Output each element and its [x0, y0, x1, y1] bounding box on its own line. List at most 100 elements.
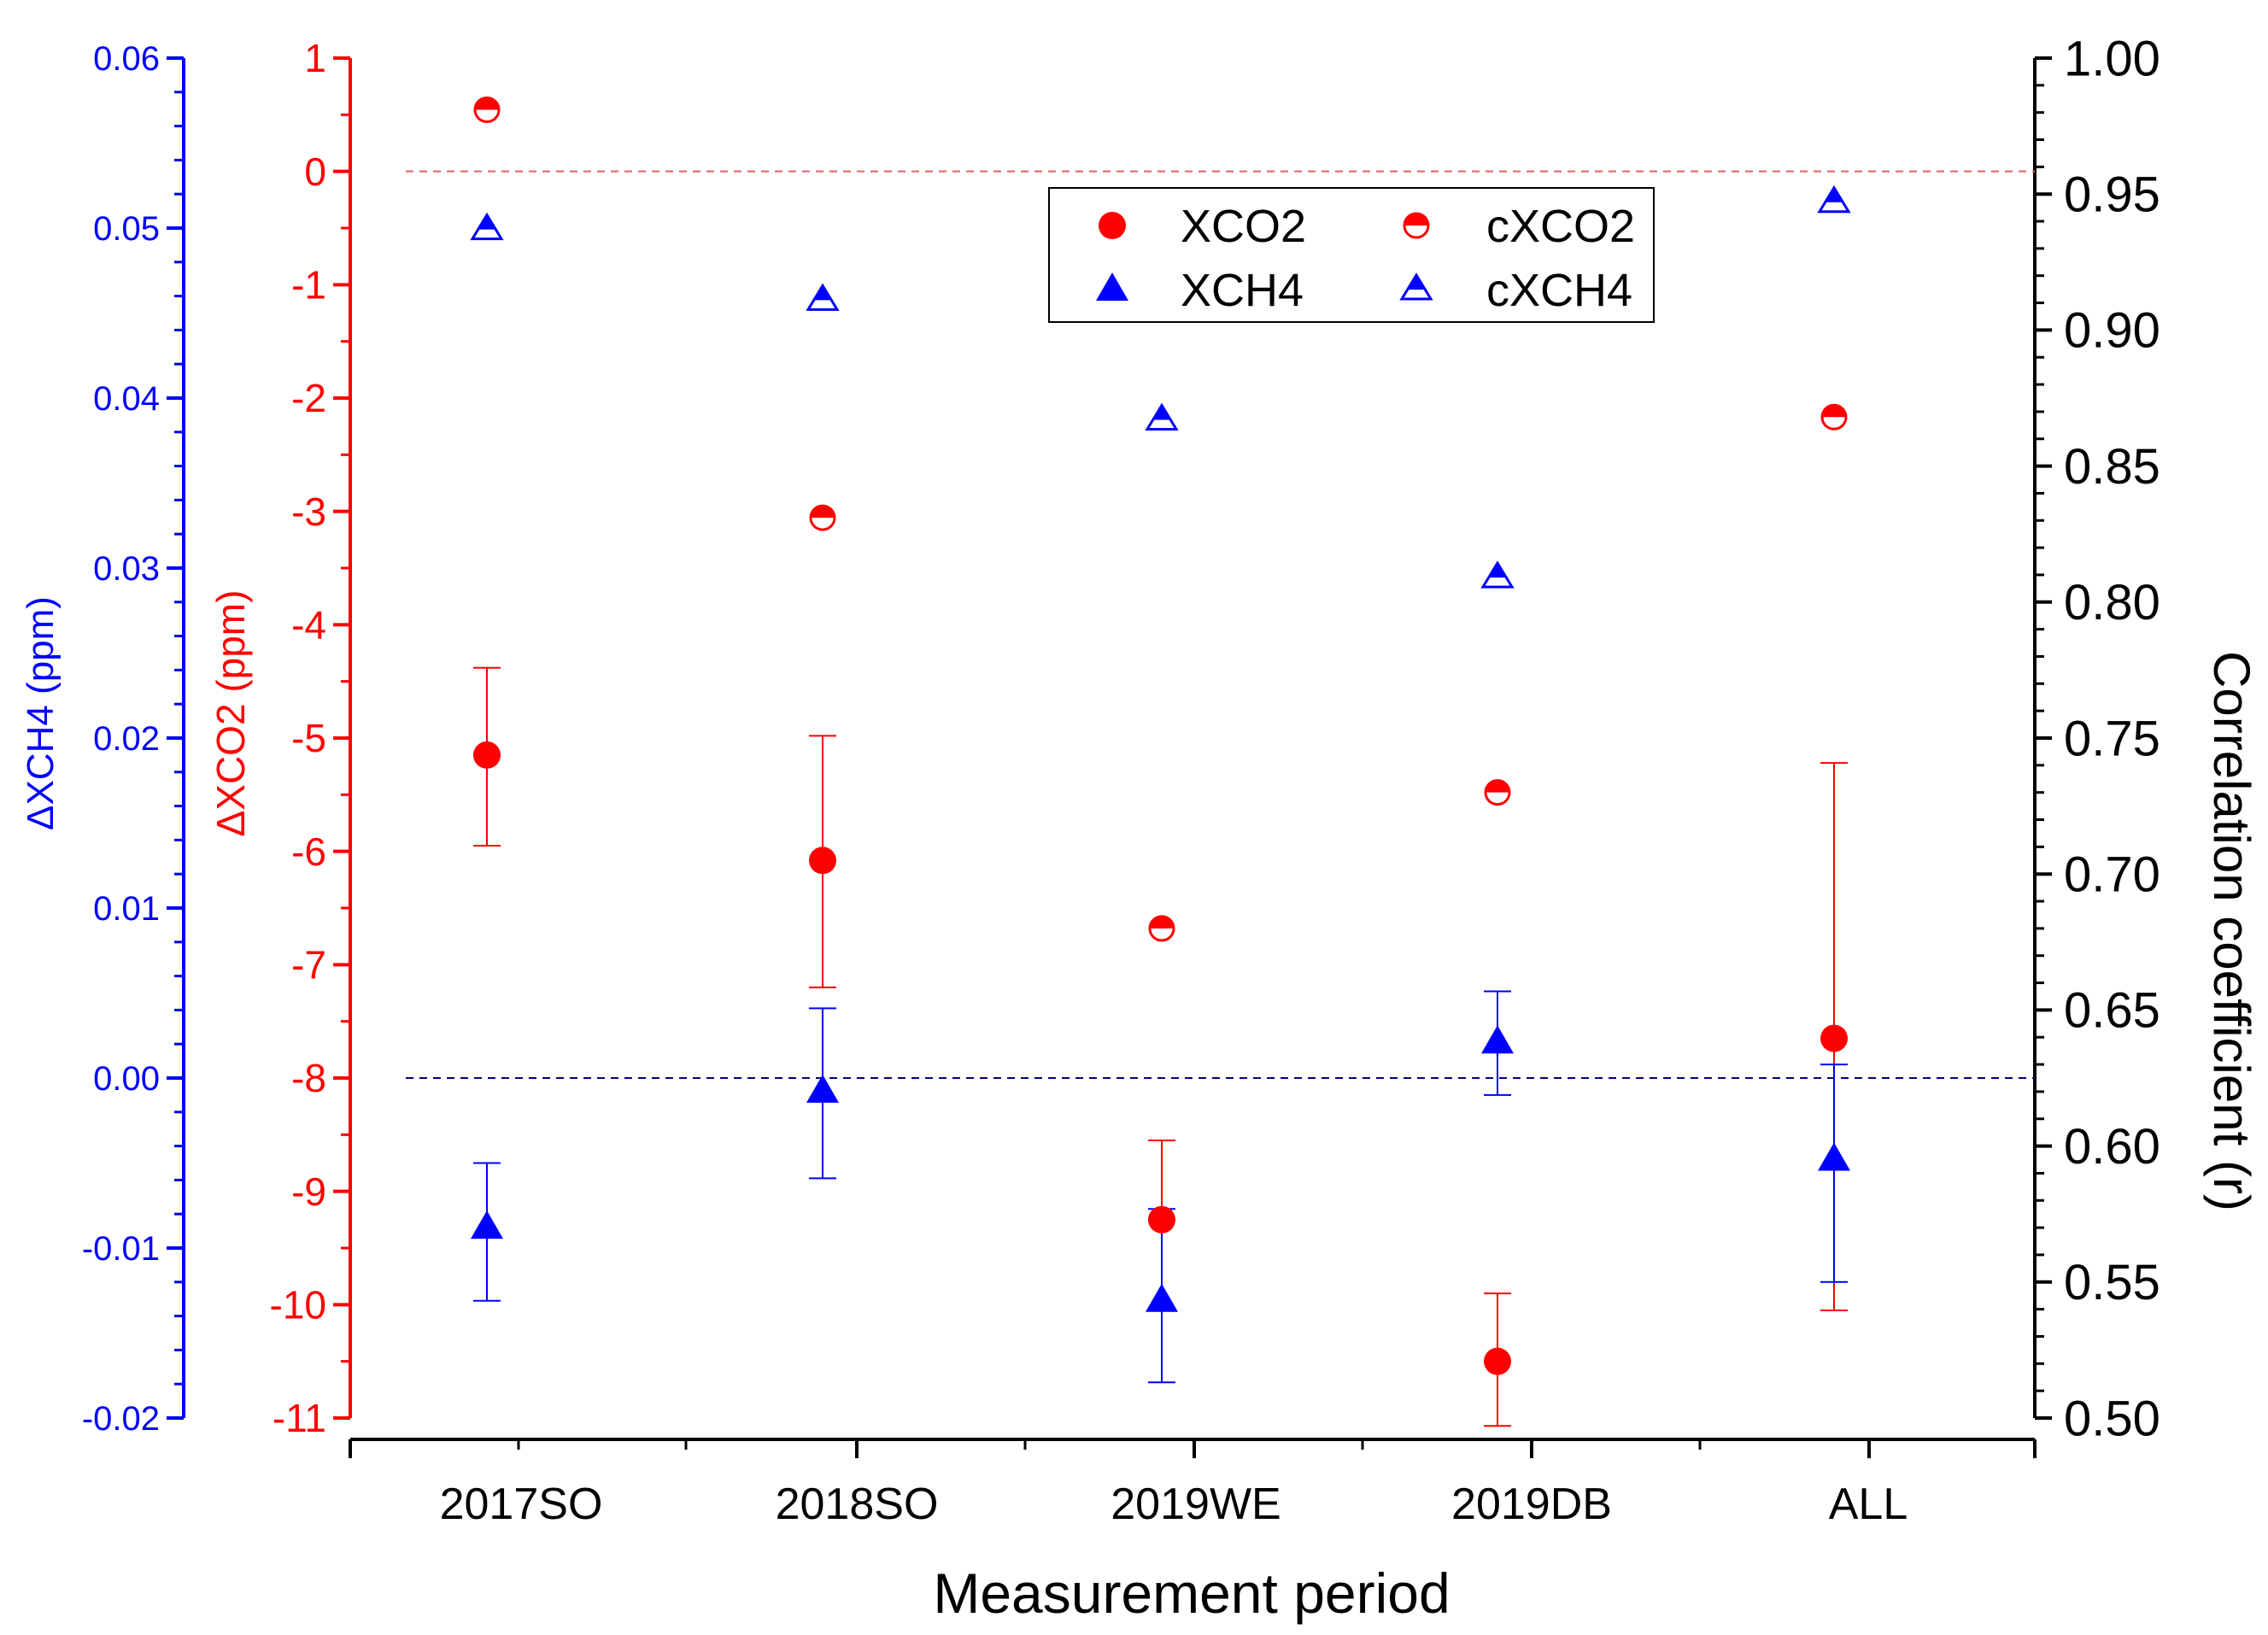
x-tick-label: 2017SO	[440, 1480, 603, 1529]
co2-tick-label: -7	[291, 942, 326, 987]
legend-box	[1048, 187, 1655, 323]
point-cxco2-2017so	[473, 96, 501, 123]
r-tick-label: 0.90	[2064, 303, 2160, 359]
point-cxco2-2019we	[1148, 915, 1175, 942]
marker-fill	[1488, 563, 1507, 578]
co2-tick-label: -3	[291, 489, 326, 534]
point-xch4-2018so	[806, 1074, 839, 1103]
marker-shape	[1096, 272, 1128, 301]
marker-fill	[1407, 275, 1426, 290]
ch4-tick-label: 0.04	[93, 380, 160, 418]
r-tick-label: 1.00	[2064, 31, 2160, 86]
data-marks	[470, 96, 1851, 1375]
x-axis-title: Measurement period	[933, 1562, 1450, 1625]
x-tick-label: ALL	[1829, 1480, 1908, 1529]
legend-marker-xch4	[1096, 272, 1128, 301]
legend-label-cxch4: cXCH4	[1486, 265, 1632, 316]
point-xco2-2018so	[809, 847, 836, 875]
marker-shape	[473, 741, 501, 769]
marker-shape	[806, 1074, 839, 1103]
point-xch4-2017so	[471, 1210, 503, 1239]
legend-label-cxco2: cXCO2	[1486, 201, 1635, 252]
marker-shape	[809, 847, 836, 875]
marker-shape	[1820, 1024, 1848, 1052]
marker-fill	[1150, 916, 1174, 929]
r-tick-label: 0.80	[2064, 575, 2160, 630]
marker-shape	[471, 1210, 503, 1239]
legend-markers	[1096, 212, 1433, 301]
point-xco2-all	[1820, 1024, 1848, 1052]
x-tick-label: 2018SO	[776, 1480, 939, 1529]
co2-axis-title: ΔXCO2 (ppm)	[208, 590, 253, 837]
point-xch4-2019we	[1146, 1283, 1178, 1312]
reference-lines	[406, 170, 2035, 1079]
marker-fill	[811, 506, 835, 519]
point-xch4-2019db	[1481, 1025, 1514, 1054]
r-tick-label: 0.95	[2064, 167, 2160, 223]
ch4-tick-label: -0.02	[82, 1400, 160, 1438]
r-tick-label: 0.50	[2064, 1391, 2160, 1446]
point-xco2-2017so	[473, 741, 501, 769]
co2-tick-label: -1	[291, 262, 326, 307]
r-tick-label: 0.75	[2064, 711, 2160, 766]
marker-shape	[1148, 1205, 1175, 1234]
point-cxch4-2017so	[470, 212, 504, 241]
legend-label-xch4: XCH4	[1181, 265, 1304, 316]
legend: XCO2 cXCO2 XCH4 cXCH4	[1048, 187, 1655, 323]
legend-marker-cxco2	[1403, 212, 1430, 239]
error-bars	[473, 666, 1848, 1427]
marker-fill	[1486, 780, 1509, 793]
point-cxch4-all	[1817, 185, 1851, 214]
point-cxco2-all	[1820, 403, 1848, 431]
ch4-tick-label: 0.06	[93, 40, 160, 78]
ch4-tick-label: -0.01	[82, 1230, 160, 1268]
ch4-tick-label: 0.01	[93, 890, 160, 928]
legend-marker-cxch4	[1399, 272, 1433, 301]
point-cxch4-2019we	[1145, 402, 1179, 431]
co2-tick-label: -10	[270, 1282, 326, 1327]
marker-shape	[1146, 1283, 1178, 1312]
ch4-tick-label: 0.05	[93, 210, 160, 248]
ch4-tick-label: 0.03	[93, 550, 160, 588]
point-xco2-2019db	[1484, 1347, 1511, 1375]
point-cxch4-2019db	[1480, 560, 1515, 589]
marker-fill	[475, 97, 499, 110]
co2-tick-label: -2	[291, 376, 326, 420]
marker-fill	[478, 214, 496, 230]
marker-shape	[1481, 1025, 1514, 1054]
point-cxco2-2018so	[809, 504, 836, 531]
marker-shape	[1484, 1347, 1511, 1375]
x-tick-label: 2019DB	[1451, 1480, 1612, 1529]
axes-layer: 0.06 0.05 0.04 0.03 0.02 0.01 0.00 -0.01 -0.02 1 0…	[82, 31, 2160, 1529]
point-cxco2-2019db	[1484, 779, 1511, 806]
ch4-tick-label: 0.02	[93, 720, 160, 758]
marker-fill	[1404, 214, 1428, 226]
co2-tick-label: -11	[273, 1396, 326, 1440]
co2-tick-label: -4	[291, 602, 326, 647]
legend-label-xco2: XCO2	[1181, 201, 1306, 252]
r-tick-label: 0.85	[2064, 439, 2160, 495]
co2-tick-label: 0	[304, 149, 326, 194]
r-tick-label: 0.60	[2064, 1119, 2160, 1175]
marker-fill	[1825, 187, 1843, 202]
co2-tick-label: -8	[291, 1056, 326, 1100]
co2-tick-label: -9	[291, 1169, 326, 1214]
legend-marker-xco2	[1099, 212, 1126, 239]
ch4-axis-title: ΔXCH4 (ppm)	[20, 596, 62, 830]
co2-tick-label: -5	[291, 716, 326, 760]
co2-tick-label: -6	[291, 829, 326, 874]
x-tick-label: 2019WE	[1111, 1480, 1281, 1529]
r-tick-label: 0.55	[2064, 1255, 2160, 1310]
marker-shape	[1818, 1142, 1850, 1171]
point-cxch4-2018so	[806, 283, 840, 311]
point-xch4-all	[1818, 1142, 1850, 1171]
r-axis-title: Correlation coefficient (r)	[2203, 651, 2260, 1211]
marker-fill	[1152, 405, 1171, 420]
marker-shape	[1099, 212, 1126, 239]
marker-fill	[1822, 405, 1846, 418]
co2-tick-label: 1	[304, 36, 326, 80]
r-tick-label: 0.65	[2064, 983, 2160, 1039]
marker-fill	[813, 285, 832, 301]
ch4-tick-label: 0.00	[93, 1060, 160, 1098]
